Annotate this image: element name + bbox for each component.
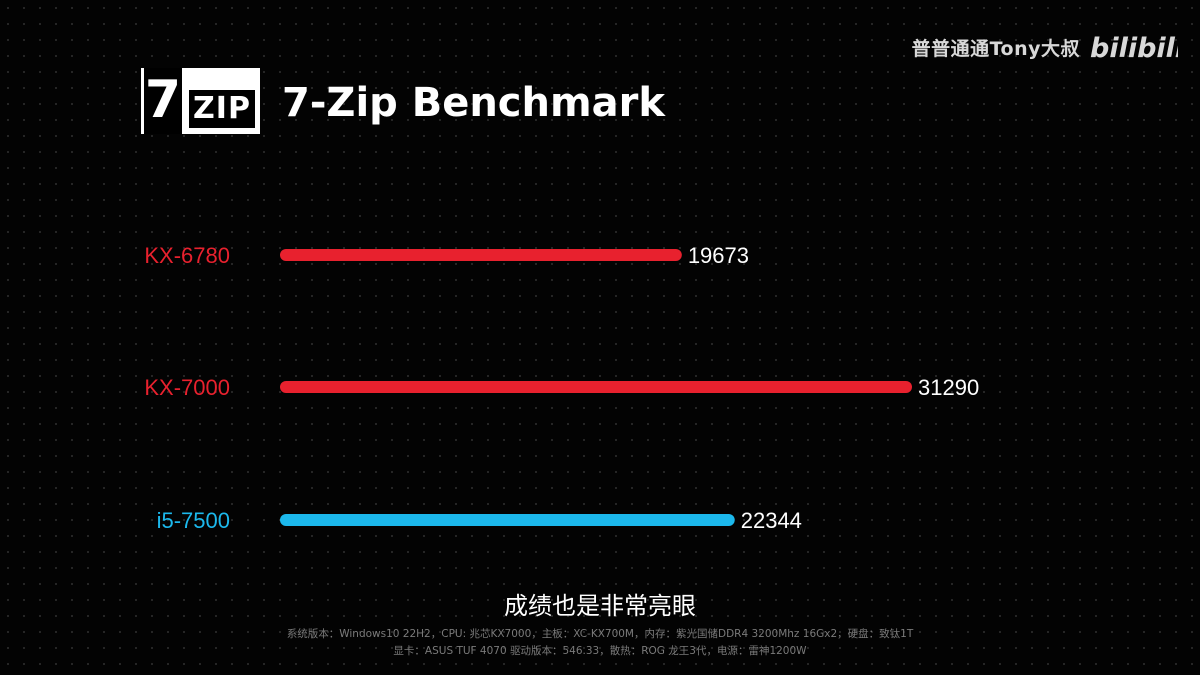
- 7zip-logo-seven: 7: [144, 68, 182, 134]
- bar: [280, 514, 735, 526]
- 7zip-logo-zip: ZIP: [189, 90, 255, 128]
- category-label: KX-7000: [144, 375, 230, 400]
- category-label: KX-6780: [144, 243, 230, 268]
- category-label: i5-7500: [157, 508, 230, 533]
- video-subtitle: 成绩也是非常亮眼: [504, 592, 696, 620]
- value-label: 22344: [741, 508, 802, 533]
- value-label: 19673: [688, 243, 749, 268]
- 7zip-logo: 7 ZIP: [141, 68, 260, 134]
- bar: [280, 381, 912, 393]
- chart-title: 7-Zip Benchmark: [282, 80, 665, 126]
- value-label: 31290: [918, 375, 979, 400]
- channel-name: 普普通通Tony大叔: [911, 37, 1080, 60]
- svg-text:bilibili: bilibili: [1090, 33, 1178, 64]
- system-spec-line-1: 系统版本：Windows10 22H2，CPU: 兆芯KX7000，主板：XC-…: [286, 628, 914, 640]
- system-spec-line-2: 显卡：ASUS TUF 4070 驱动版本：546.33，散热：ROG 龙王3代…: [393, 645, 807, 657]
- bar: [280, 249, 682, 261]
- watermark: 普普通通Tony大叔 bilibili: [912, 30, 1178, 64]
- bilibili-logo: bilibili: [1090, 33, 1178, 64]
